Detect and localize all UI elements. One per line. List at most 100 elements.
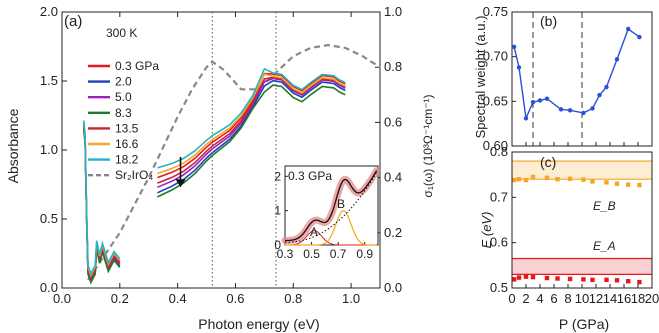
c-x-tick-label: 10 [575,291,589,306]
y-tick-label-right: 0.0 [384,280,402,295]
spectral-weight-point [544,96,550,101]
inset-panel: 0.3 0.5 0.7 0.9 0 1 2 [274,165,381,261]
c-x-tick-label: 16 [617,291,631,306]
inset-fit [285,170,378,242]
energy-point-1 [626,279,631,284]
y-tick-label: 1.0 [40,142,58,157]
spectral-weight-point [597,92,602,98]
c-y-tick-label: 0.6 [490,235,508,250]
series-18.2-low [82,120,121,276]
inset-peak-b-label: B [337,197,345,211]
band-0 [512,161,652,180]
x-tick-label: 0.8 [284,291,302,306]
series-16.6-high [157,73,346,175]
series-13.5-high [157,76,346,184]
energy-point-1 [555,276,560,281]
energy-point-1 [544,275,550,281]
inset-y-tick-label: 1 [274,204,281,218]
legend-label-4: 13.5 [115,121,139,135]
panel-b-label: (b) [540,13,557,29]
inset-y-tick-label: 0 [274,238,281,252]
energy-point-1 [530,274,536,280]
arrow-head [175,179,186,188]
panel-a-label: (a) [64,13,82,30]
c-x-tick-label: 18 [631,291,645,306]
series-2.0-high [157,79,346,194]
temperature-label: 300 K [106,26,137,40]
energy-point-0 [523,177,529,183]
b-y-tick-label: 0.70 [483,49,508,64]
band-1 [512,258,652,275]
panel-c-ylabel: E (eV) [479,212,494,249]
x-tick-label: 0.6 [226,291,244,306]
spectral-weight-point [537,98,543,103]
energy-point-0 [516,177,522,182]
legend-label-2: 5.0 [115,90,132,104]
c-x-tick-label: 14 [603,291,617,306]
energy-point-1 [523,274,529,279]
inset-x-tick-label: 0.7 [330,247,347,261]
panel-a-ylabel: Absorbance [5,108,21,183]
series-18.2-high [157,67,346,169]
spectral-weight-point [626,26,631,32]
energy-point-0 [544,175,550,181]
x-tick-label: 1.0 [342,291,360,306]
legend-label-7: Sr₂IrO₄ [115,168,153,182]
energy-point-0 [614,181,620,186]
spectral-weight-point [530,100,536,105]
panel-b: 0.60 0.65 0.70 0.75 [483,4,653,153]
panel-a-ylabel-right: σ₁(ω) (10³Ω⁻¹cm⁻¹) [421,94,435,197]
energy-point-1 [604,277,609,283]
panel-a-xlabel: Photon energy (eV) [198,316,319,332]
y-tick-label-right: 0.8 [384,59,402,74]
inset-peak-b [285,210,377,246]
y-tick-label-right: 0.4 [384,170,402,185]
series-sr2iro4 [87,43,381,281]
y-tick-label-right: 0.2 [384,225,402,240]
y-tick-label: 2.0 [40,4,58,19]
spectral-weight-point [581,110,586,116]
energy-point-1 [581,277,586,282]
spectral-weight-point [516,65,522,70]
x-tick-label: 0.0 [53,291,71,306]
label-ea: E_A [593,239,616,253]
b-y-tick-label: 0.60 [483,138,508,153]
panel-b-ylabel: Spectral weight (a.u.) [473,16,488,139]
spectral-weight-point [523,116,529,121]
inset-y-tick-label: 2 [274,169,281,183]
inset-x-tick-label: 0.3 [277,247,294,261]
panel-c: 0.5 0.6 0.7 0.8 0 2 4 6 8 10 12 14 16 18 20 [490,144,659,306]
series-5.0-high [157,77,346,189]
series-8.3-high [157,84,346,198]
panel-c-xlabel: P (GPa) [559,316,609,332]
energy-point-0 [581,177,586,182]
spectral-weight-point [637,34,642,40]
c-y-tick-label: 0.7 [490,189,508,204]
spectral-weight-point [614,57,620,62]
inset-label: 0.3 GPa [288,169,332,183]
energy-point-1 [567,276,573,282]
inset-background [284,172,378,243]
c-y-tick-label: 0.8 [490,144,508,159]
y-tick-label: 1.5 [40,73,58,88]
energy-point-0 [530,174,536,180]
legend-label-5: 16.6 [115,137,139,151]
inset-peak-a-label: A [310,225,318,239]
spectral-weight-point [604,84,609,90]
energy-point-0 [604,180,609,185]
c-x-tick-label: 4 [536,291,543,306]
energy-point-1 [590,277,595,283]
energy-point-0 [555,177,560,182]
spectral-weight-point [511,44,517,50]
energy-point-0 [637,182,642,188]
x-tick-label: 0.2 [111,291,129,306]
energy-point-1 [516,275,522,280]
legend-label-6: 18.2 [115,153,139,167]
inset-x-tick-label: 0.5 [303,247,320,261]
energy-point-0 [567,176,573,181]
c-x-tick-label: 20 [645,291,659,306]
c-x-tick-label: 8 [564,291,571,306]
energy-point-0 [590,179,595,184]
c-x-tick-label: 0 [508,291,515,306]
